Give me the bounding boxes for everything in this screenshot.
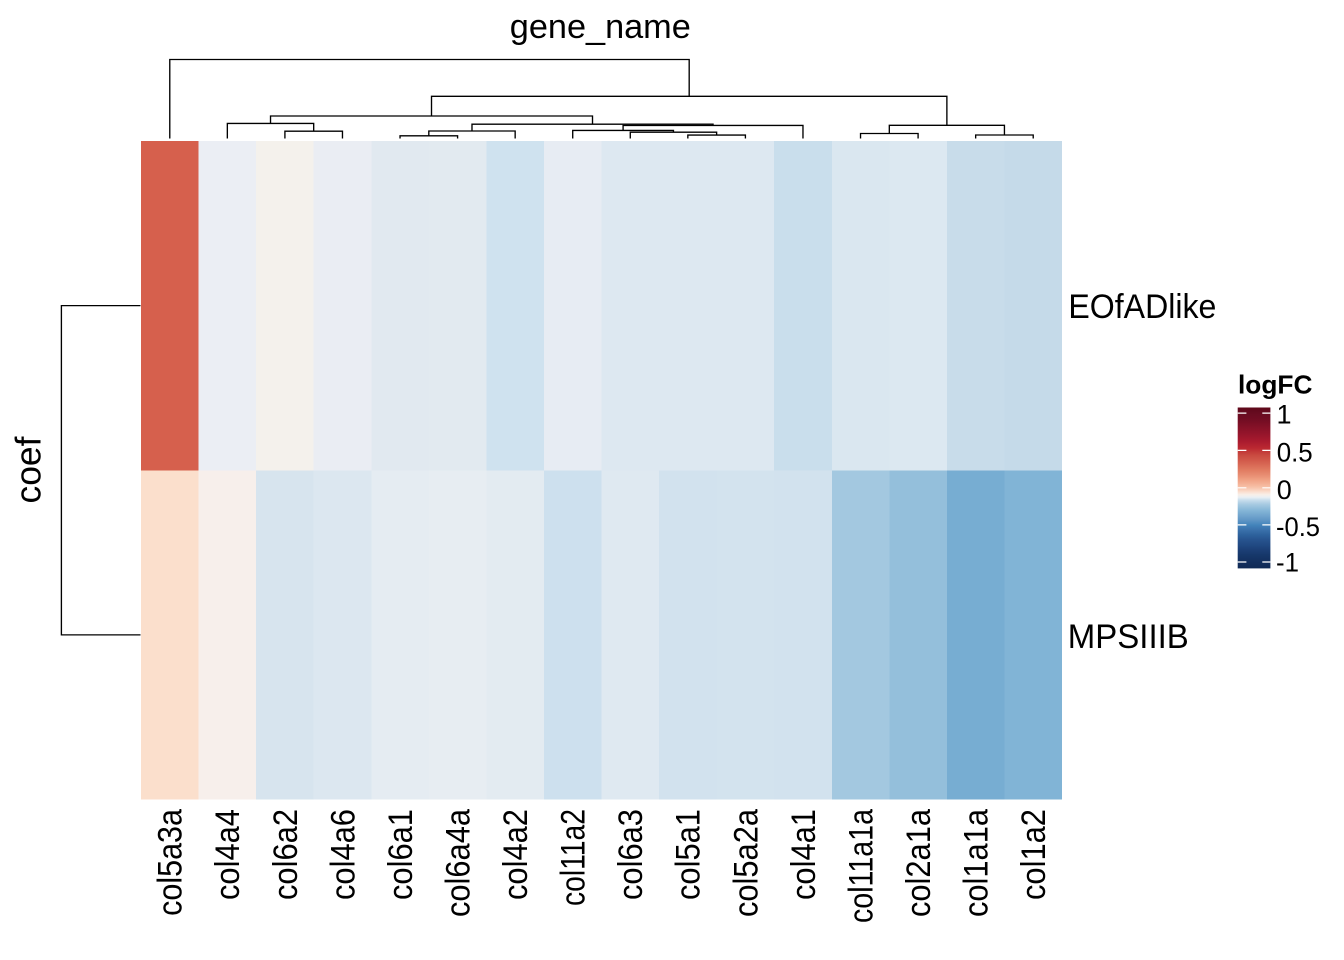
svg-text:EOfADlike: EOfADlike xyxy=(1068,288,1216,326)
svg-text:col4a1: col4a1 xyxy=(785,809,823,900)
svg-text:col1a2: col1a2 xyxy=(1015,809,1053,900)
svg-text:col2a1a: col2a1a xyxy=(900,809,938,917)
svg-text:col4a6: col4a6 xyxy=(324,809,362,900)
svg-text:col5a1: col5a1 xyxy=(670,809,708,900)
svg-text:col6a1: col6a1 xyxy=(382,809,420,900)
svg-text:col6a2: col6a2 xyxy=(267,809,305,900)
svg-text:col11a1a: col11a1a xyxy=(842,809,880,923)
svg-text:col4a2: col4a2 xyxy=(497,809,535,900)
svg-text:col6a4a: col6a4a xyxy=(440,809,478,917)
svg-text:coef: coef xyxy=(8,436,49,504)
svg-text:0.5: 0.5 xyxy=(1277,438,1313,468)
svg-text:col11a2: col11a2 xyxy=(555,809,593,906)
svg-text:1: 1 xyxy=(1277,400,1292,430)
svg-text:col5a2a: col5a2a xyxy=(727,809,765,917)
svg-text:logFC: logFC xyxy=(1238,370,1313,400)
svg-text:col4a4: col4a4 xyxy=(209,809,247,900)
svg-text:0: 0 xyxy=(1277,475,1292,505)
svg-text:-1: -1 xyxy=(1276,548,1299,578)
svg-text:col6a3: col6a3 xyxy=(612,809,650,900)
svg-text:MPSIIIB: MPSIIIB xyxy=(1068,618,1189,656)
svg-text:col5a3a: col5a3a xyxy=(152,809,190,916)
svg-text:gene_name: gene_name xyxy=(510,8,691,46)
svg-text:col1a1a: col1a1a xyxy=(958,809,996,917)
svg-text:-0.5: -0.5 xyxy=(1276,512,1320,542)
